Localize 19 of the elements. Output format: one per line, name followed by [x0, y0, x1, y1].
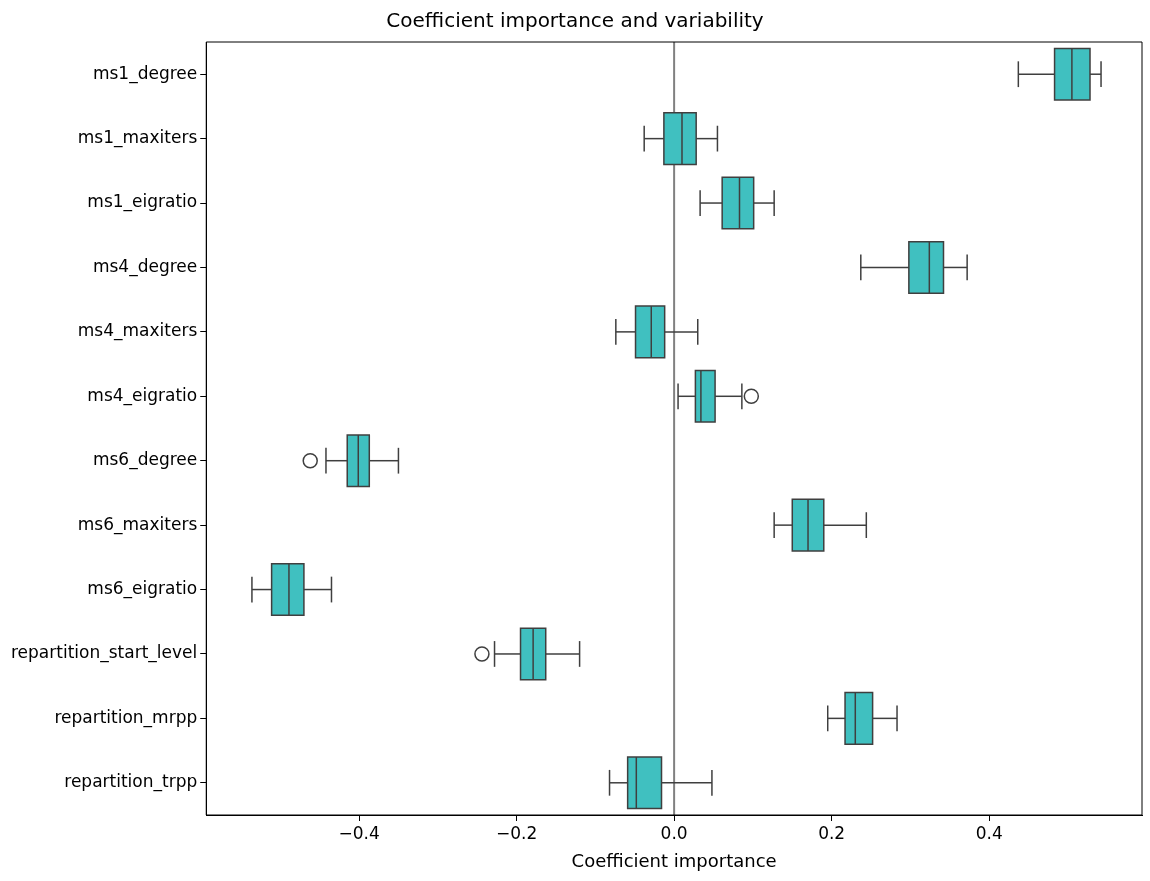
- y-tick-label: repartition_mrpp: [54, 706, 198, 728]
- y-tick-label: ms4_eigratio: [87, 384, 198, 406]
- y-tick-label: ms1_eigratio: [87, 191, 198, 213]
- y-tick-label: ms1_maxiters: [77, 127, 198, 149]
- chart-title: Coefficient importance and variability: [386, 8, 764, 33]
- y-tick-label: ms4_degree: [92, 255, 198, 277]
- x-tick-label: 0.4: [975, 822, 1003, 843]
- y-tick-label: ms6_eigratio: [87, 577, 198, 599]
- x-tick-label: −0.4: [338, 822, 380, 843]
- y-tick-label: repartition_start_level: [10, 642, 198, 664]
- x-tick-label: −0.2: [495, 822, 538, 843]
- y-tick-label: ms4_maxiters: [77, 320, 198, 342]
- y-tick-label: ms6_degree: [92, 449, 198, 471]
- y-tick-label: ms6_maxiters: [77, 513, 198, 535]
- y-tick-label: ms1_degree: [92, 62, 198, 84]
- y-tick-label: repartition_trpp: [64, 771, 198, 793]
- x-tick-label: 0.0: [660, 822, 688, 843]
- x-tick-label: 0.2: [818, 822, 846, 843]
- x-axis-title: Coefficient importance: [571, 849, 777, 871]
